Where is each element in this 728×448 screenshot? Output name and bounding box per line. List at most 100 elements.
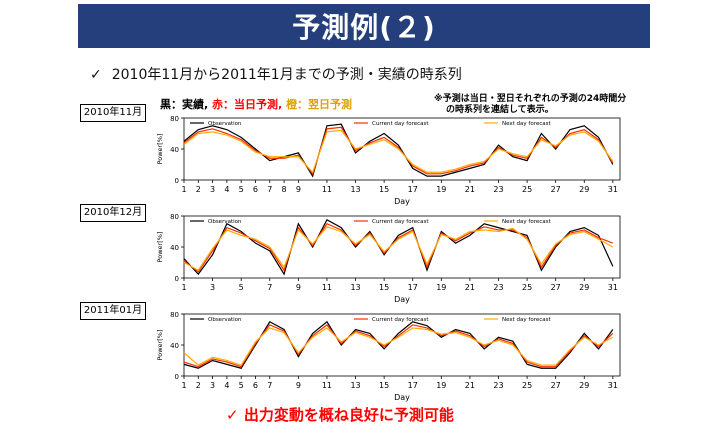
x-tick-label: 29	[579, 185, 589, 194]
x-tick-label: 31	[608, 283, 618, 292]
page-title: 予測例(２)	[292, 11, 436, 44]
legend-label: Current day forecast	[372, 219, 429, 225]
y-tick-label: 0	[175, 373, 179, 381]
series-line-1	[183, 320, 614, 369]
note: ※予測は当日・翌日それぞれの予測の24時間分 の時系列を連結して表示。	[434, 94, 626, 116]
x-tick-label: 8	[282, 185, 287, 194]
label-2011-01: 2011年01月	[80, 302, 146, 320]
x-tick-label: 17	[408, 185, 418, 194]
x-tick-label: 7	[267, 283, 272, 292]
chart-jan: 0 40 80 Power[%] 1 2 3 4 5 6 7 9 11 13 15 17 19 21 23 25 27 2…	[150, 308, 630, 408]
x-tick-label: 27	[551, 283, 561, 292]
chart-dec: 0 40 80 Power[%] 1 3 5 7 9 11 13 15 17 19 21 23 25 27 29 31…	[150, 210, 630, 310]
x-tick-label: 13	[350, 185, 360, 194]
x-tick-label: 21	[465, 283, 475, 292]
x-tick-label: 6	[253, 381, 258, 390]
y-tick-label: 80	[170, 213, 179, 221]
x-tick-label: 25	[522, 185, 532, 194]
note-line-2: の時系列を連結して表示。	[446, 105, 554, 115]
legend-label: Next day forecast	[502, 317, 552, 323]
x-tick-label: 5	[239, 283, 244, 292]
x-tick-label: 1	[181, 381, 186, 390]
x-tick-label: 21	[465, 381, 475, 390]
x-tick-label: 1	[181, 185, 186, 194]
check-icon: ✓	[90, 67, 102, 83]
x-tick-label: 11	[322, 381, 332, 390]
x-tick-label: 19	[436, 381, 446, 390]
x-tick-label: 13	[350, 283, 360, 292]
x-tick-label: 9	[296, 185, 301, 194]
x-tick-label: 25	[522, 283, 532, 292]
series-line-1	[183, 123, 614, 178]
x-tick-label: 2	[196, 185, 201, 194]
x-tick-label: 5	[239, 185, 244, 194]
label-2010-12: 2010年12月	[80, 204, 146, 222]
x-tick-label: 31	[608, 381, 618, 390]
x-tick-label: 7	[267, 381, 272, 390]
x-tick-label: 11	[322, 283, 332, 292]
x-tick-label: 15	[379, 185, 389, 194]
x-tick-label: 23	[493, 283, 503, 292]
plot-frame	[183, 117, 621, 181]
legend-label: Current day forecast	[372, 121, 429, 127]
x-tick-label: 2	[196, 381, 201, 390]
x-tick-label: 9	[296, 381, 301, 390]
x-tick-label: 3	[210, 381, 215, 390]
x-tick-label: 3	[210, 283, 215, 292]
y-tick-label: 40	[170, 342, 179, 350]
label-2010-11: 2010年11月	[80, 104, 146, 122]
legend-label: Current day forecast	[372, 317, 429, 323]
series-line-2	[183, 324, 614, 368]
x-tick-label: 5	[239, 381, 244, 390]
x-tick-label: 29	[579, 381, 589, 390]
y-tick-label: 40	[170, 146, 179, 154]
series-line-2	[183, 222, 614, 273]
x-tick-label: 31	[608, 185, 618, 194]
legend-label: Observation	[208, 219, 242, 225]
x-tick-label: 17	[408, 283, 418, 292]
footer-check-icon: ✓	[226, 406, 239, 424]
legend-label: Next day forecast	[502, 219, 552, 225]
x-tick-label: 15	[379, 283, 389, 292]
legend-black: 黒：実績,	[160, 98, 209, 111]
y-tick-label: 80	[170, 311, 179, 319]
series-line-2	[183, 126, 614, 176]
series-line-3	[183, 226, 614, 272]
footer: ✓ 出力変動を概ね良好に予測可能	[226, 404, 454, 425]
series-line-1	[183, 219, 614, 276]
x-axis-label: Day	[394, 197, 410, 206]
legend-orange: 橙：翌日予測	[286, 98, 353, 111]
y-axis-label: Power[%]	[156, 232, 164, 263]
x-tick-label: 19	[436, 283, 446, 292]
x-axis-label: Day	[394, 393, 410, 402]
x-tick-label: 25	[522, 381, 532, 390]
y-tick-label: 40	[170, 244, 179, 252]
legend-label: Next day forecast	[502, 121, 552, 127]
x-tick-label: 21	[465, 185, 475, 194]
x-tick-label: 11	[322, 185, 332, 194]
x-tick-label: 4	[224, 185, 229, 194]
title-bar: 予測例(２)	[78, 4, 650, 48]
legend-red: 赤：当日予測,	[212, 98, 283, 111]
x-tick-label: 3	[210, 185, 215, 194]
x-tick-label: 23	[493, 185, 503, 194]
x-tick-label: 1	[181, 283, 186, 292]
y-tick-label: 0	[175, 177, 179, 185]
x-tick-label: 6	[253, 185, 258, 194]
x-tick-label: 4	[224, 381, 229, 390]
series-line-3	[183, 327, 614, 366]
y-tick-label: 80	[170, 115, 179, 123]
y-axis-label: Power[%]	[156, 330, 164, 361]
color-legend: 黒：実績, 赤：当日予測, 橙：翌日予測	[160, 96, 352, 112]
x-tick-label: 13	[350, 381, 360, 390]
x-tick-label: 27	[551, 381, 561, 390]
subtitle: ✓ 2010年11月から2011年1月までの予測・実績の時系列	[90, 64, 462, 84]
x-tick-label: 19	[436, 185, 446, 194]
y-tick-label: 0	[175, 275, 179, 283]
x-axis-label: Day	[394, 295, 410, 304]
legend-label: Observation	[208, 317, 242, 323]
x-tick-label: 17	[408, 381, 418, 390]
series-line-3	[183, 129, 614, 174]
